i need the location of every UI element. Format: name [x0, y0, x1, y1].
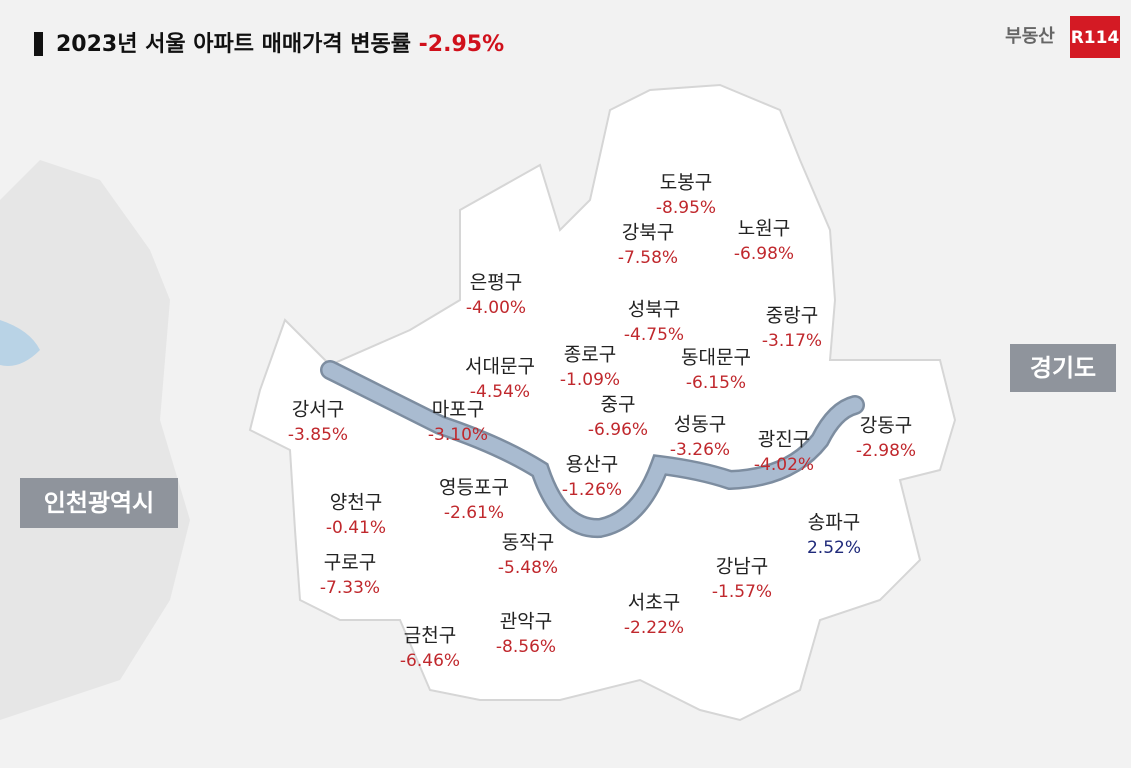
district-change: -2.98%	[856, 441, 916, 461]
district-name: 송파구	[808, 512, 860, 534]
district-change: -6.15%	[686, 373, 746, 393]
title-text: 2023년 서울 아파트 매매가격 변동률	[56, 32, 411, 57]
region-label: 경기도	[1030, 354, 1096, 382]
title-marker	[34, 32, 43, 56]
han-river	[322, 362, 863, 536]
district-change: -0.41%	[326, 518, 386, 538]
district-name: 관악구	[500, 611, 552, 633]
district-change: -8.95%	[656, 198, 716, 218]
logo-badge-box	[1070, 16, 1120, 58]
district-name: 중랑구	[766, 305, 818, 327]
district-name: 용산구	[566, 454, 618, 476]
district-change: -7.58%	[618, 248, 678, 268]
district-name: 서대문구	[465, 356, 535, 378]
district-name: 노원구	[738, 218, 790, 240]
district-change: -6.96%	[588, 420, 648, 440]
district-name: 강서구	[292, 399, 344, 421]
district-name: 금천구	[404, 625, 456, 647]
region-box	[20, 478, 178, 528]
district-name: 성동구	[674, 414, 726, 436]
district-name: 영등포구	[439, 477, 509, 499]
district-name: 중구	[601, 394, 636, 416]
district-name: 마포구	[432, 399, 484, 421]
logo-text: 부동산	[1005, 26, 1055, 47]
district-name: 동작구	[502, 532, 554, 554]
district-name: 구로구	[324, 552, 376, 574]
district-change: -6.98%	[734, 244, 794, 264]
district-change: -1.09%	[560, 370, 620, 390]
region-label: 인천광역시	[44, 489, 154, 517]
district-change: -4.00%	[466, 298, 526, 318]
land-west	[0, 160, 190, 720]
district-name: 강남구	[716, 556, 768, 578]
district-change: -5.48%	[498, 558, 558, 578]
district-name: 종로구	[564, 344, 616, 366]
district-name: 광진구	[758, 429, 810, 451]
district-name: 동대문구	[681, 347, 751, 369]
district-change: -2.22%	[624, 618, 684, 638]
district-name: 강동구	[860, 415, 912, 437]
district-name: 강북구	[622, 222, 674, 244]
district-change: -4.02%	[754, 455, 814, 475]
district-name: 도봉구	[660, 172, 712, 194]
district-change: -8.56%	[496, 637, 556, 657]
district-change: -3.17%	[762, 331, 822, 351]
district-change: -6.46%	[400, 651, 460, 671]
district-change: -1.57%	[712, 582, 772, 602]
sea	[0, 320, 40, 366]
district-name: 서초구	[628, 592, 680, 614]
district-change: -2.61%	[444, 503, 504, 523]
seoul-outline	[248, 83, 957, 722]
logo-badge: R114	[1071, 28, 1120, 48]
district-change: -4.54%	[470, 382, 530, 402]
district-change: -3.85%	[288, 425, 348, 445]
district-name: 양천구	[330, 492, 382, 514]
district-change: -3.10%	[428, 425, 488, 445]
district-change: 2.52%	[807, 538, 861, 558]
district-change: -4.75%	[624, 325, 684, 345]
district-labels: 도봉구 -8.95% 강북구 -7.58% 노원구 -6.98% 은평구 -4.00% 성북구 -…	[288, 172, 916, 672]
district-change: -1.26%	[562, 480, 622, 500]
title: 2023년 서울 아파트 매매가격 변동률 -2.95%	[56, 32, 504, 57]
district-name: 은평구	[470, 272, 522, 294]
district-change: -7.33%	[320, 578, 380, 598]
district-change: -3.26%	[670, 440, 730, 460]
district-name: 성북구	[628, 299, 680, 321]
region-box	[1010, 344, 1116, 392]
headline-change: -2.95%	[419, 32, 504, 57]
